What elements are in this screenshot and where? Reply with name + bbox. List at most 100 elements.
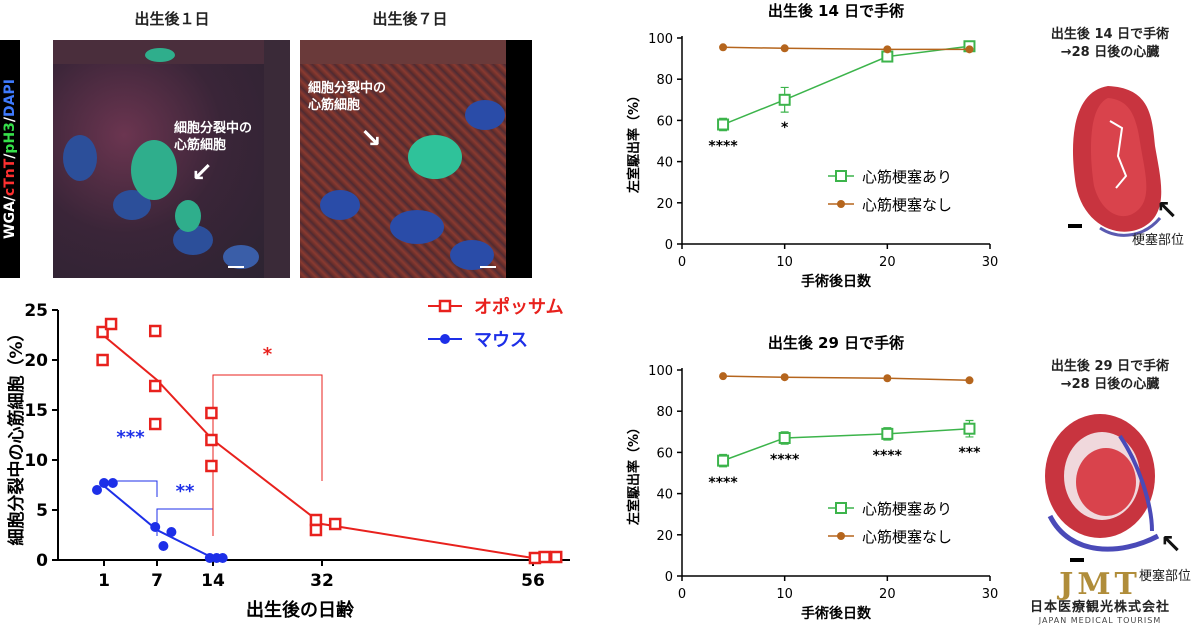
y-tick-label: 20 <box>656 197 673 212</box>
x-tick-label: 0 <box>678 587 686 602</box>
data-point <box>717 118 730 131</box>
y-tick-label: 80 <box>656 73 673 88</box>
y-tick-label: 20 <box>24 351 48 371</box>
data-point <box>778 431 791 444</box>
significance-label: ** <box>176 481 195 502</box>
y-tick-label: 20 <box>656 529 673 544</box>
data-point <box>717 454 730 467</box>
legend-marker <box>440 334 450 344</box>
data-point <box>883 374 892 383</box>
data-point <box>148 379 162 393</box>
x-tick-label: 56 <box>521 571 545 591</box>
legend-label: 心筋梗塞あり <box>862 500 952 518</box>
series-line <box>723 46 970 51</box>
logo-mark: JMT <box>1059 567 1141 602</box>
x-tick-label: 20 <box>879 255 896 270</box>
scale-bar <box>480 266 496 268</box>
y-tick-label: 80 <box>656 405 673 420</box>
legend-label: 心筋梗塞なし <box>862 196 952 214</box>
data-point <box>205 433 218 447</box>
legend-label: オポッサム <box>474 296 564 318</box>
logo-company-name: 日本医療観光株式会社 <box>1029 600 1170 615</box>
data-point <box>92 485 102 495</box>
data-point <box>881 427 894 440</box>
data-point <box>883 45 892 54</box>
y-tick-label: 40 <box>656 488 673 503</box>
series-line <box>722 427 970 462</box>
data-point <box>96 353 109 367</box>
logo-english-name: JAPAN MEDICAL TOURISM <box>1038 616 1162 625</box>
legend-marker <box>835 502 847 514</box>
orthogonal-strip-right <box>506 40 532 278</box>
y-tick-label: 100 <box>648 32 673 47</box>
y-tick-label: 0 <box>665 570 673 585</box>
significance-label: *** <box>116 427 145 448</box>
data-point <box>328 517 342 531</box>
data-point <box>965 45 974 54</box>
legend-label: マウス <box>474 330 528 351</box>
significance-label: * <box>263 344 273 365</box>
y-tick-label: 40 <box>656 156 673 171</box>
micrograph-day7: 細胞分裂中の 心筋細胞 ↘ <box>300 40 532 278</box>
data-point <box>778 93 791 106</box>
y-tick-label: 60 <box>656 446 673 461</box>
y-axis-label: 細胞分裂中の心筋細胞（%） <box>6 324 27 545</box>
x-tick-label: 7 <box>151 571 163 591</box>
data-point <box>205 406 218 420</box>
data-point <box>148 324 162 338</box>
micrograph-title-day1: 出生後１日 <box>134 10 210 28</box>
data-point <box>99 478 109 488</box>
y-axis-label: 左室駆出率（%） <box>626 89 642 193</box>
x-tick-label: 30 <box>982 255 999 270</box>
data-point <box>549 550 563 564</box>
x-tick-label: 10 <box>776 587 793 602</box>
heart-section-day29 <box>1045 414 1160 562</box>
significance-bracket <box>212 374 323 536</box>
x-axis-label: 出生後の日齢 <box>246 599 355 621</box>
data-point <box>780 44 789 53</box>
data-point <box>963 422 976 435</box>
significance-bracket <box>156 508 214 536</box>
micrograph-annotation-day7: 細胞分裂中の 心筋細胞 <box>308 81 387 113</box>
significance-bracket <box>104 480 158 497</box>
heart-title-day14: 出生後 14 日で手術 →28 日後の心臓 <box>1050 27 1170 60</box>
arrow-icon: ↘ <box>360 124 382 154</box>
y-tick-label: 0 <box>36 551 48 571</box>
arrow-icon: ↙ <box>191 158 213 188</box>
infarct-arrow-icon: ↖ <box>1156 196 1178 226</box>
orthogonal-strip-top <box>300 40 532 64</box>
significance-label: **** <box>770 452 800 468</box>
data-point <box>217 553 228 563</box>
data-point <box>166 527 177 537</box>
data-point <box>309 513 323 527</box>
infarct-label-day29: 梗塞部位 <box>1138 569 1191 584</box>
micrograph-annotation-day1: 細胞分裂中の 心筋細胞 <box>174 121 253 153</box>
data-point <box>205 459 218 473</box>
infarct-arrow-icon: ↖ <box>1160 530 1182 560</box>
series-line <box>722 45 970 126</box>
company-logo: JMT 日本医療観光株式会社 JAPAN MEDICAL TOURISM <box>1000 570 1200 632</box>
data-point <box>204 553 215 563</box>
data-point <box>780 373 789 382</box>
stain-label: WGA/cTnT/pH3/DAPI <box>0 40 20 278</box>
y-axis-label: 左室駆出率（%） <box>626 421 642 525</box>
chart-title: 出生後 14 日で手術 <box>768 2 904 20</box>
y-tick-label: 5 <box>36 501 48 521</box>
data-point <box>150 522 161 532</box>
micrograph-day1: 細胞分裂中の 心筋細胞 ↙ <box>53 40 290 278</box>
significance-label: **** <box>708 139 738 155</box>
ef-chart-day14: 出生後 14 日で手術 0 20 40 60 80 100 0 10 20 30 手術後日数 左室駆出率… <box>626 2 999 290</box>
legend-marker <box>837 200 845 208</box>
heart-title-day29: 出生後 29 日で手術 →28 日後の心臓 <box>1050 359 1170 392</box>
data-point <box>719 43 728 52</box>
infarct-label-day14: 梗塞部位 <box>1131 233 1184 248</box>
y-tick-label: 15 <box>24 401 48 421</box>
legend-marker <box>438 299 452 313</box>
data-point <box>148 417 162 431</box>
data-point <box>719 372 728 381</box>
legend-label: 心筋梗塞なし <box>862 528 952 546</box>
x-tick-label: 32 <box>310 571 334 591</box>
data-point <box>309 523 323 537</box>
significance-label: *** <box>958 445 981 461</box>
